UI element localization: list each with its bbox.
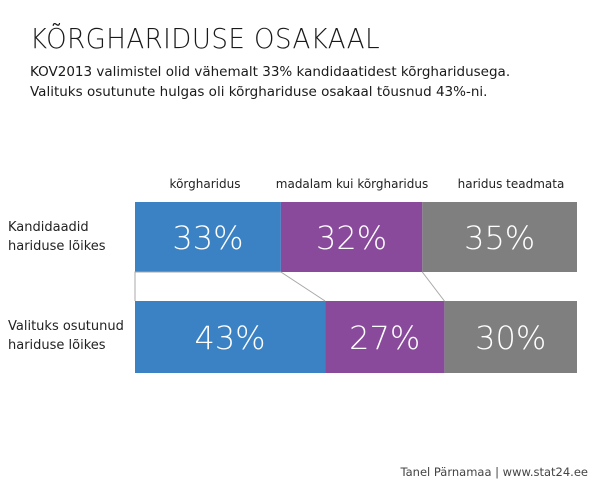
row-label-kandidaadid: Kandidaadid hariduse lõikes [8,218,106,256]
bar-segment-row1-haridus-teadmata [422,202,577,272]
bar-segment-row1-madalam-kui-kõrgharidus [280,202,423,272]
connector-madalam [421,271,445,302]
row-label-valituks-line2: hariduse lõikes [8,338,106,353]
row-label-kandidaadid-line2: hariduse lõikes [8,239,106,254]
subtitle-line-2: Valituks osutunute hulgas oli kõrgharidu… [30,84,488,100]
value-label-row2-3: 30% [475,319,546,357]
bar-segment-row2-haridus-teadmata [444,301,577,373]
bar-segment-row2-kõrgharidus [135,301,326,373]
legend-label-teadmata: haridus teadmata [457,177,565,191]
bar-segment-row1-kõrgharidus [135,202,281,272]
value-label-row1-3: 35% [464,219,535,257]
connector-korgharidus [134,271,326,302]
value-label-row1-1: 33% [172,219,243,257]
row-label-valituks: Valituks osutunud hariduse lõikes [8,317,124,355]
legend-label-korgharidus: kõrgharidus [169,177,241,191]
chart-subtitle: KOV2013 valimistel olid vähemalt 33% kan… [30,62,590,102]
subtitle-line-1: KOV2013 valimistel olid vähemalt 33% kan… [30,64,511,80]
row-label-kandidaadid-line1: Kandidaadid [8,220,89,235]
legend-label-madalam: madalam kui kõrgharidus [275,177,429,191]
footer-credit: Tanel Pärnamaa | www.stat24.ee [400,465,588,479]
row-label-valituks-line1: Valituks osutunud [8,319,124,334]
chart-title: KÕRGHARIDUSE OSAKAAL [30,22,381,55]
bar-segment-row2-madalam-kui-kõrgharidus [325,301,445,373]
value-label-row2-1: 43% [194,319,265,357]
value-label-row1-2: 32% [316,219,387,257]
value-label-row2-2: 27% [349,319,420,357]
